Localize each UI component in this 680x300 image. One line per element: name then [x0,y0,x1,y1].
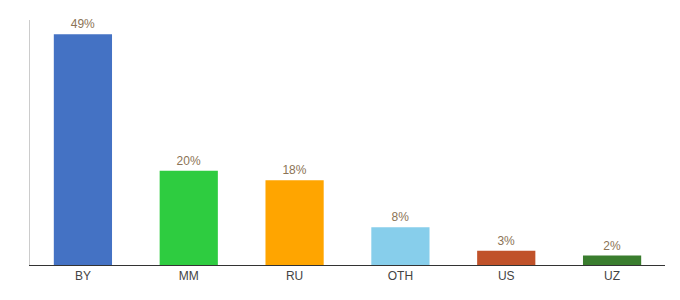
svg-text:8%: 8% [392,210,410,224]
svg-text:MM: MM [179,269,199,283]
svg-text:US: US [498,269,515,283]
svg-text:OTH: OTH [388,269,413,283]
svg-text:49%: 49% [71,17,95,31]
svg-text:20%: 20% [177,154,201,168]
svg-text:18%: 18% [282,163,306,177]
svg-text:2%: 2% [603,239,621,253]
svg-text:3%: 3% [497,234,515,248]
svg-text:UZ: UZ [604,269,620,283]
svg-text:RU: RU [286,269,303,283]
svg-text:BY: BY [75,269,91,283]
